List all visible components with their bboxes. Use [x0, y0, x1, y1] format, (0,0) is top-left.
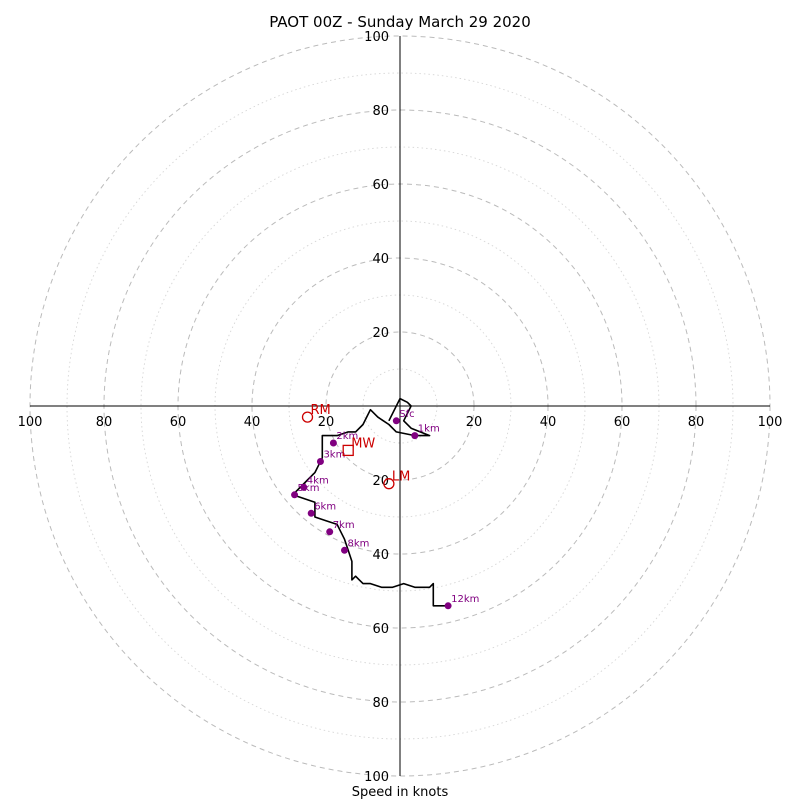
- height-marker-dot: [316, 458, 324, 465]
- height-marker-label: 6km: [314, 501, 336, 512]
- x-tick-label: 60: [170, 415, 187, 430]
- y-tick-label: 100: [364, 770, 389, 785]
- x-tick-label: 100: [18, 415, 43, 430]
- height-marker-dot: [411, 432, 419, 440]
- storm-motion-label: LM: [392, 470, 410, 485]
- y-tick-label: 60: [372, 178, 389, 193]
- x-tick-label: 60: [614, 415, 631, 430]
- storm-motion-circle: [383, 478, 395, 490]
- height-marker-label: 2km: [336, 431, 358, 442]
- y-tick-label: 20: [372, 474, 389, 489]
- x-tick-label: 80: [96, 415, 113, 430]
- y-tick-label: 80: [372, 104, 389, 119]
- height-marker-label: 5km: [298, 483, 320, 494]
- y-tick-label: 40: [372, 252, 389, 267]
- storm-motion-circle: [301, 411, 314, 423]
- storm-motion-square: [342, 444, 354, 457]
- y-tick-label: 20: [372, 326, 389, 341]
- x-tick-label: 80: [688, 415, 705, 430]
- height-marker-dot: [444, 602, 452, 610]
- height-marker-dot: [392, 417, 400, 425]
- x-tick-label: 20: [318, 415, 335, 430]
- storm-motion-label: RM: [311, 403, 331, 418]
- x-tick-label: 40: [540, 415, 557, 430]
- y-tick-label: 40: [372, 548, 389, 563]
- height-marker-label: 3km: [323, 450, 345, 461]
- x-tick-label: 20: [466, 415, 483, 430]
- tick-labels: 100 100 80 80 60 60 40 40 20 20 20 20 40 40 60 60 80 80 10…: [18, 30, 783, 785]
- height-marker-label: 1km: [418, 424, 440, 435]
- height-marker-label: 12km: [451, 594, 479, 605]
- storm-motion-markers: RM MW LM: [301, 403, 410, 490]
- height-marker-dot: [307, 509, 315, 517]
- chart-title: PAOT 00Z - Sunday March 29 2020: [269, 13, 531, 31]
- height-marker-label: 4km: [307, 475, 329, 486]
- height-marker-label: 8km: [348, 538, 370, 549]
- axes: [30, 36, 770, 776]
- y-tick-label: 80: [372, 696, 389, 711]
- height-marker-dot: [329, 439, 337, 447]
- x-axis-label: Speed in knots: [352, 785, 449, 800]
- storm-motion-label: MW: [351, 436, 375, 451]
- height-marker-dot: [341, 546, 348, 554]
- x-tick-label: 40: [244, 415, 261, 430]
- height-marker-dot: [291, 491, 299, 499]
- height-marker-label: Sfc: [399, 409, 414, 420]
- x-tick-label: 100: [758, 415, 783, 430]
- y-tick-label: 100: [364, 30, 389, 45]
- height-marker-label: 7km: [333, 520, 355, 531]
- y-tick-label: 60: [372, 622, 389, 637]
- height-marker-dot: [326, 528, 334, 536]
- height-marker-dot: [300, 483, 308, 491]
